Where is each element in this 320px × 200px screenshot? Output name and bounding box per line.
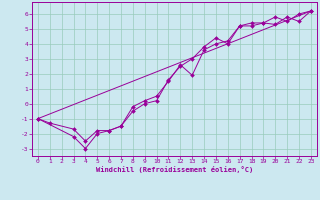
X-axis label: Windchill (Refroidissement éolien,°C): Windchill (Refroidissement éolien,°C) bbox=[96, 166, 253, 173]
